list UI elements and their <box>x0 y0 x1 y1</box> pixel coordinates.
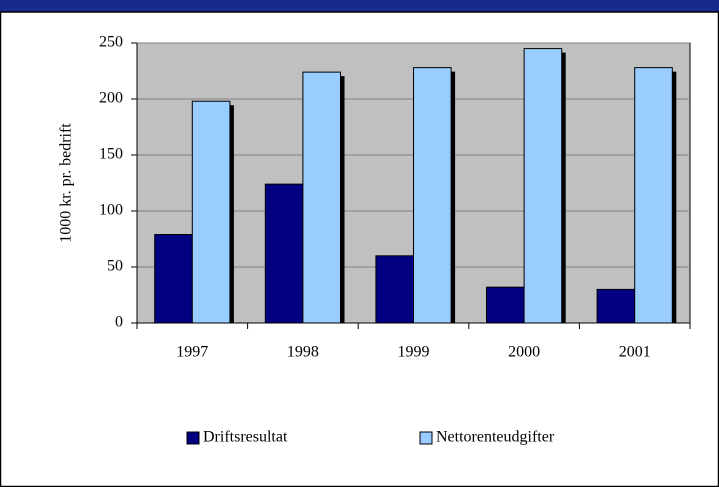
y-tick-label: 150 <box>99 146 123 163</box>
y-tick-label: 200 <box>99 90 123 107</box>
x-tick-label: 2000 <box>508 344 540 361</box>
bar <box>375 255 414 324</box>
bar <box>413 67 452 324</box>
bar <box>523 48 563 324</box>
bar <box>264 183 304 324</box>
x-tick-label: 2001 <box>619 344 651 361</box>
x-tick-label: 1997 <box>176 344 208 361</box>
x-tick-label: 1999 <box>398 344 430 361</box>
bar <box>485 286 525 324</box>
legend-swatch <box>186 431 200 445</box>
legend-label: Driftsresultat <box>203 429 288 446</box>
y-axis-label: 1000 kr. pr. bedrift <box>58 123 75 243</box>
x-tick-label: 1998 <box>287 344 319 361</box>
legend-label: Nettorenteudgifter <box>436 429 555 446</box>
bar <box>596 288 636 324</box>
y-tick-label: 250 <box>99 34 123 51</box>
bar <box>191 100 231 324</box>
y-tick-label: 0 <box>115 314 123 331</box>
header-band <box>0 0 719 12</box>
legend-swatch <box>419 431 433 445</box>
bar <box>634 67 673 324</box>
y-tick-label: 50 <box>107 258 123 275</box>
y-tick-label: 100 <box>99 202 123 219</box>
bar <box>302 71 342 324</box>
bar <box>154 234 193 324</box>
